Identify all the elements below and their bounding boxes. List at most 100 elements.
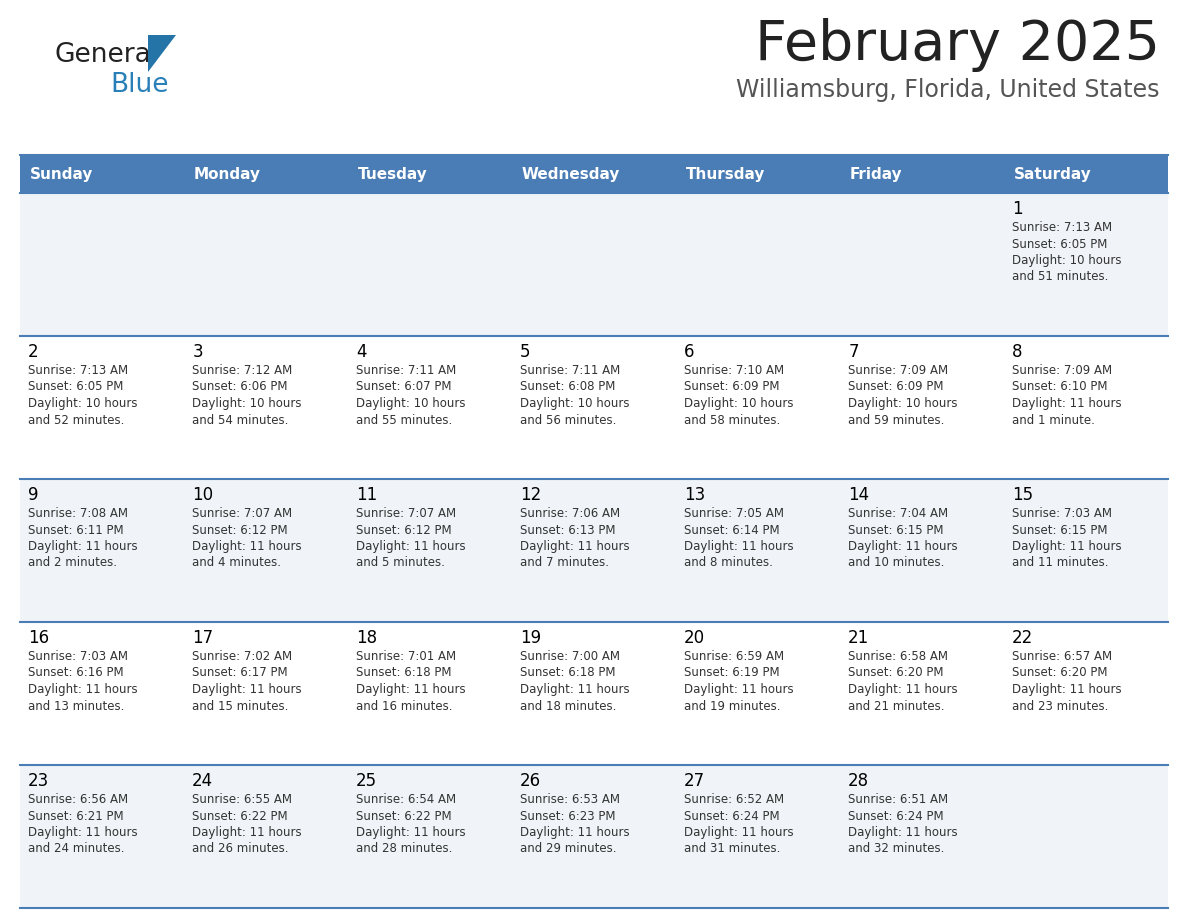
Text: Daylight: 11 hours: Daylight: 11 hours bbox=[1012, 683, 1121, 696]
Text: Sunrise: 7:09 AM: Sunrise: 7:09 AM bbox=[848, 364, 948, 377]
Text: 1: 1 bbox=[1012, 200, 1023, 218]
Text: Daylight: 11 hours: Daylight: 11 hours bbox=[192, 826, 302, 839]
Text: Daylight: 10 hours: Daylight: 10 hours bbox=[848, 397, 958, 410]
Text: Friday: Friday bbox=[849, 166, 903, 182]
Text: Sunset: 6:13 PM: Sunset: 6:13 PM bbox=[520, 523, 615, 536]
Text: Sunrise: 7:03 AM: Sunrise: 7:03 AM bbox=[1012, 507, 1112, 520]
Text: 6: 6 bbox=[684, 343, 695, 361]
Text: 11: 11 bbox=[356, 486, 378, 504]
Polygon shape bbox=[148, 35, 176, 72]
Text: General: General bbox=[55, 42, 159, 68]
Text: 4: 4 bbox=[356, 343, 367, 361]
Text: and 52 minutes.: and 52 minutes. bbox=[29, 413, 125, 427]
Text: Saturday: Saturday bbox=[1013, 166, 1092, 182]
Text: Sunset: 6:20 PM: Sunset: 6:20 PM bbox=[848, 666, 943, 679]
Text: 2: 2 bbox=[29, 343, 39, 361]
Text: Daylight: 10 hours: Daylight: 10 hours bbox=[356, 397, 466, 410]
Text: Daylight: 11 hours: Daylight: 11 hours bbox=[684, 683, 794, 696]
Text: and 29 minutes.: and 29 minutes. bbox=[520, 843, 617, 856]
Text: 27: 27 bbox=[684, 772, 706, 790]
Text: Daylight: 11 hours: Daylight: 11 hours bbox=[1012, 397, 1121, 410]
Text: Daylight: 11 hours: Daylight: 11 hours bbox=[356, 683, 466, 696]
Text: Williamsburg, Florida, United States: Williamsburg, Florida, United States bbox=[737, 78, 1159, 102]
Text: Sunrise: 7:10 AM: Sunrise: 7:10 AM bbox=[684, 364, 784, 377]
Text: 23: 23 bbox=[29, 772, 50, 790]
Text: Sunset: 6:21 PM: Sunset: 6:21 PM bbox=[29, 810, 124, 823]
Text: 24: 24 bbox=[192, 772, 214, 790]
Text: Sunrise: 6:53 AM: Sunrise: 6:53 AM bbox=[520, 793, 620, 806]
Text: Sunrise: 7:01 AM: Sunrise: 7:01 AM bbox=[356, 650, 456, 663]
Text: and 16 minutes.: and 16 minutes. bbox=[356, 700, 453, 712]
Bar bbox=[20, 193, 1168, 336]
Text: February 2025: February 2025 bbox=[756, 18, 1159, 72]
Text: 26: 26 bbox=[520, 772, 542, 790]
Text: Sunset: 6:24 PM: Sunset: 6:24 PM bbox=[848, 810, 943, 823]
Text: Sunrise: 7:09 AM: Sunrise: 7:09 AM bbox=[1012, 364, 1112, 377]
Text: and 54 minutes.: and 54 minutes. bbox=[192, 413, 289, 427]
Text: Tuesday: Tuesday bbox=[358, 166, 428, 182]
Text: and 32 minutes.: and 32 minutes. bbox=[848, 843, 944, 856]
Text: 25: 25 bbox=[356, 772, 378, 790]
Text: and 18 minutes.: and 18 minutes. bbox=[520, 700, 617, 712]
Text: and 2 minutes.: and 2 minutes. bbox=[29, 556, 118, 569]
Text: Sunset: 6:10 PM: Sunset: 6:10 PM bbox=[1012, 380, 1107, 394]
Text: and 28 minutes.: and 28 minutes. bbox=[356, 843, 453, 856]
Text: Sunset: 6:06 PM: Sunset: 6:06 PM bbox=[192, 380, 287, 394]
Text: and 4 minutes.: and 4 minutes. bbox=[192, 556, 282, 569]
Text: and 13 minutes.: and 13 minutes. bbox=[29, 700, 125, 712]
Text: Sunrise: 7:04 AM: Sunrise: 7:04 AM bbox=[848, 507, 948, 520]
Text: 20: 20 bbox=[684, 629, 706, 647]
Text: Sunrise: 6:57 AM: Sunrise: 6:57 AM bbox=[1012, 650, 1112, 663]
Text: Sunset: 6:20 PM: Sunset: 6:20 PM bbox=[1012, 666, 1107, 679]
Text: Sunset: 6:15 PM: Sunset: 6:15 PM bbox=[848, 523, 943, 536]
Bar bbox=[20, 336, 1168, 479]
Text: Daylight: 11 hours: Daylight: 11 hours bbox=[848, 683, 958, 696]
Text: Daylight: 10 hours: Daylight: 10 hours bbox=[192, 397, 302, 410]
Text: 10: 10 bbox=[192, 486, 214, 504]
Text: Sunset: 6:12 PM: Sunset: 6:12 PM bbox=[356, 523, 451, 536]
Text: Sunset: 6:05 PM: Sunset: 6:05 PM bbox=[1012, 238, 1107, 251]
Text: Sunrise: 7:02 AM: Sunrise: 7:02 AM bbox=[192, 650, 292, 663]
Text: Sunset: 6:11 PM: Sunset: 6:11 PM bbox=[29, 523, 124, 536]
Bar bbox=[20, 155, 1168, 193]
Text: Daylight: 10 hours: Daylight: 10 hours bbox=[520, 397, 630, 410]
Text: 17: 17 bbox=[192, 629, 214, 647]
Text: 18: 18 bbox=[356, 629, 378, 647]
Text: Sunrise: 7:13 AM: Sunrise: 7:13 AM bbox=[1012, 221, 1112, 234]
Text: Sunset: 6:05 PM: Sunset: 6:05 PM bbox=[29, 380, 124, 394]
Text: Sunrise: 6:52 AM: Sunrise: 6:52 AM bbox=[684, 793, 784, 806]
Text: and 31 minutes.: and 31 minutes. bbox=[684, 843, 781, 856]
Text: and 7 minutes.: and 7 minutes. bbox=[520, 556, 609, 569]
Text: Sunrise: 7:05 AM: Sunrise: 7:05 AM bbox=[684, 507, 784, 520]
Text: 5: 5 bbox=[520, 343, 531, 361]
Text: 16: 16 bbox=[29, 629, 50, 647]
Text: and 23 minutes.: and 23 minutes. bbox=[1012, 700, 1108, 712]
Text: Sunrise: 7:08 AM: Sunrise: 7:08 AM bbox=[29, 507, 128, 520]
Text: 14: 14 bbox=[848, 486, 870, 504]
Text: Sunrise: 7:12 AM: Sunrise: 7:12 AM bbox=[192, 364, 292, 377]
Text: Daylight: 11 hours: Daylight: 11 hours bbox=[848, 826, 958, 839]
Text: Daylight: 11 hours: Daylight: 11 hours bbox=[520, 826, 630, 839]
Text: Sunrise: 7:00 AM: Sunrise: 7:00 AM bbox=[520, 650, 620, 663]
Text: and 10 minutes.: and 10 minutes. bbox=[848, 556, 944, 569]
Text: Sunset: 6:07 PM: Sunset: 6:07 PM bbox=[356, 380, 451, 394]
Bar bbox=[20, 765, 1168, 908]
Text: 9: 9 bbox=[29, 486, 39, 504]
Text: Daylight: 11 hours: Daylight: 11 hours bbox=[684, 826, 794, 839]
Text: 13: 13 bbox=[684, 486, 706, 504]
Text: Sunrise: 7:11 AM: Sunrise: 7:11 AM bbox=[356, 364, 456, 377]
Text: and 5 minutes.: and 5 minutes. bbox=[356, 556, 446, 569]
Text: Sunset: 6:23 PM: Sunset: 6:23 PM bbox=[520, 810, 615, 823]
Text: Sunrise: 7:13 AM: Sunrise: 7:13 AM bbox=[29, 364, 128, 377]
Text: Daylight: 11 hours: Daylight: 11 hours bbox=[1012, 540, 1121, 553]
Bar bbox=[20, 479, 1168, 622]
Text: Daylight: 11 hours: Daylight: 11 hours bbox=[192, 683, 302, 696]
Text: Sunset: 6:09 PM: Sunset: 6:09 PM bbox=[848, 380, 943, 394]
Text: 8: 8 bbox=[1012, 343, 1023, 361]
Text: Daylight: 10 hours: Daylight: 10 hours bbox=[684, 397, 794, 410]
Text: Daylight: 11 hours: Daylight: 11 hours bbox=[29, 540, 138, 553]
Text: and 59 minutes.: and 59 minutes. bbox=[848, 413, 944, 427]
Text: Daylight: 10 hours: Daylight: 10 hours bbox=[29, 397, 138, 410]
Text: and 1 minute.: and 1 minute. bbox=[1012, 413, 1095, 427]
Text: Daylight: 10 hours: Daylight: 10 hours bbox=[1012, 254, 1121, 267]
